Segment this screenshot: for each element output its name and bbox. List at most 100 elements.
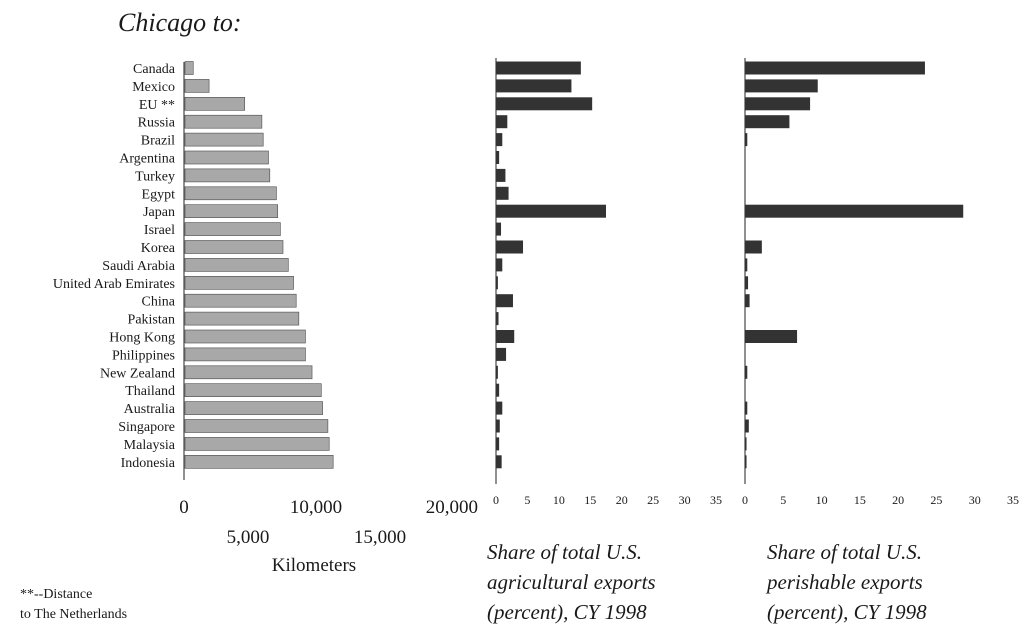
perishable-tick-label: 30 — [969, 493, 981, 507]
agricultural-caption-line-1: Share of total U.S. — [487, 540, 642, 564]
perishable-bar-brazil — [745, 133, 748, 147]
category-label-egypt: Egypt — [142, 187, 176, 202]
perishable-bar-hong-kong — [745, 330, 798, 343]
perishable-bar-mexico — [745, 79, 818, 93]
distance-axis-label: Kilometers — [272, 555, 356, 576]
category-label-hong-kong: Hong Kong — [109, 331, 175, 346]
category-label-singapore: Singapore — [118, 420, 175, 435]
agricultural-bar-hong-kong — [496, 330, 515, 343]
agricultural-bar-singapore — [496, 419, 500, 433]
distance-bar-united-arab-emirates — [184, 275, 294, 290]
agricultural-caption: Share of total U.S. agricultural exports… — [487, 537, 656, 627]
category-label-japan: Japan — [143, 205, 175, 220]
distance-bar-philippines — [184, 347, 306, 362]
agricultural-bar-canada — [496, 61, 581, 75]
agricultural-bar-malaysia — [496, 437, 500, 451]
category-label-new-zealand: New Zealand — [100, 366, 175, 381]
agricultural-bar-korea — [496, 240, 524, 254]
agricultural-bar-new-zealand — [496, 365, 498, 379]
distance-bar-hong-kong — [184, 329, 306, 344]
footnote: **--Distance to The Netherlands — [20, 585, 127, 625]
agricultural-bar-turkey — [496, 168, 506, 182]
chart-title: Chicago to: — [118, 8, 242, 37]
category-label-china: China — [142, 295, 176, 310]
perishable-bar-australia — [745, 401, 748, 415]
category-label-brazil: Brazil — [141, 134, 175, 149]
distance-bar-indonesia — [184, 454, 334, 469]
distance-bar-saudi-arabia — [184, 258, 289, 272]
distance-bar-thailand — [184, 383, 322, 398]
category-label-thailand: Thailand — [125, 384, 175, 399]
agricultural-bar-egypt — [496, 186, 509, 200]
perishable-bar-eu — [745, 97, 811, 111]
perishable-bar-united-arab-emirates — [745, 276, 749, 290]
category-label-saudi-arabia: Saudi Arabia — [102, 259, 175, 274]
distance-bar-singapore — [184, 419, 329, 433]
perishable-caption: Share of total U.S. perishable exports (… — [767, 537, 927, 627]
distance-bar-japan — [184, 204, 279, 218]
distance-bar-mexico — [184, 79, 210, 93]
agricultural-bar-indonesia — [496, 455, 502, 469]
distance-bar-canada — [184, 61, 194, 75]
agricultural-bar-argentina — [496, 151, 500, 164]
perishable-bar-saudi-arabia — [745, 258, 748, 272]
distance-bar-australia — [184, 401, 323, 415]
agricultural-tick-label: 15 — [584, 493, 596, 507]
agricultural-bar-israel — [496, 222, 502, 236]
agricultural-tick-label: 30 — [679, 493, 691, 507]
category-label-argentina: Argentina — [119, 152, 176, 167]
distance-bar-egypt — [184, 186, 277, 201]
agricultural-bar-australia — [496, 401, 503, 415]
agricultural-bar-saudi-arabia — [496, 258, 503, 272]
agricultural-bar-china — [496, 294, 513, 308]
agricultural-bar-united-arab-emirates — [496, 276, 498, 290]
perishable-caption-line-1: Share of total U.S. — [767, 540, 922, 564]
perishable-tick-label: 20 — [892, 493, 904, 507]
agricultural-tick-label: 5 — [524, 493, 530, 507]
distance-bar-russia — [184, 114, 263, 129]
distance-tick-label: 15,000 — [354, 527, 406, 548]
agricultural-bar-eu — [496, 97, 593, 111]
agricultural-caption-line-2: agricultural exports — [487, 570, 656, 594]
agricultural-tick-label: 0 — [493, 493, 499, 507]
perishable-bar-china — [745, 294, 750, 308]
perishable-bar-singapore — [745, 419, 749, 433]
agricultural-tick-label: 10 — [553, 493, 565, 507]
distance-bar-israel — [184, 222, 281, 236]
perishable-tick-label: 5 — [780, 493, 786, 507]
distance-bar-china — [184, 293, 297, 308]
category-label-united-arab-emirates: United Arab Emirates — [53, 277, 175, 292]
distance-tick-label: 5,000 — [227, 527, 270, 548]
category-label-israel: Israel — [144, 223, 175, 238]
distance-bar-eu — [184, 97, 246, 111]
agricultural-tick-label: 35 — [710, 493, 722, 507]
perishable-tick-label: 15 — [854, 493, 866, 507]
agricultural-bar-japan — [496, 204, 606, 218]
agricultural-tick-label: 25 — [647, 493, 659, 507]
agricultural-bar-philippines — [496, 347, 507, 361]
perishable-bar-japan — [745, 204, 964, 218]
category-label-turkey: Turkey — [135, 169, 175, 184]
perishable-tick-label: 0 — [742, 493, 748, 507]
agricultural-bar-russia — [496, 115, 508, 129]
agricultural-tick-label: 20 — [616, 493, 628, 507]
perishable-tick-label: 35 — [1007, 493, 1019, 507]
agricultural-bar-mexico — [496, 79, 572, 93]
category-label-mexico: Mexico — [132, 80, 175, 95]
distance-bar-argentina — [184, 150, 269, 165]
perishable-bar-new-zealand — [745, 365, 748, 379]
footnote-line-1: **--Distance — [20, 587, 93, 602]
footnote-line-2: to The Netherlands — [20, 607, 128, 622]
distance-bar-pakistan — [184, 311, 300, 326]
category-label-australia: Australia — [124, 402, 176, 417]
perishable-tick-label: 10 — [816, 493, 828, 507]
agricultural-bar-thailand — [496, 383, 500, 397]
category-label-canada: Canada — [133, 62, 176, 77]
distance-bar-korea — [184, 240, 284, 254]
distance-tick-label: 20,000 — [426, 497, 478, 518]
distance-bar-new-zealand — [184, 365, 313, 380]
category-label-philippines: Philippines — [112, 348, 175, 363]
perishable-bar-russia — [745, 115, 790, 129]
